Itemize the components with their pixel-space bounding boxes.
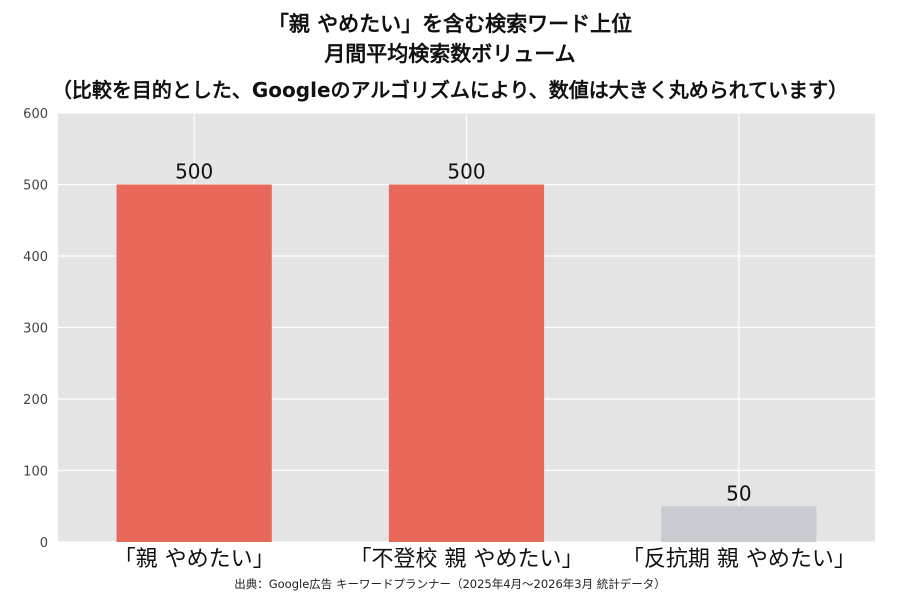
x-tick-label: 「親 やめたい」 (114, 547, 275, 572)
y-tick-label: 400 (23, 250, 48, 265)
chart-title-line2: 月間平均検索数ボリューム (324, 42, 576, 66)
chart-title-line1: 「親 やめたい」を含む検索ワード上位 (267, 12, 633, 36)
y-tick-label: 300 (23, 322, 48, 337)
y-tick-label: 100 (23, 465, 48, 480)
x-tick-label: 「不登校 親 やめたい」 (350, 547, 584, 572)
x-tick-label: 「反抗期 親 やめたい」 (622, 547, 856, 572)
y-tick-label: 500 (23, 179, 48, 194)
data-label: 500 (175, 160, 213, 184)
bar (388, 184, 545, 542)
bar (661, 506, 817, 542)
data-label: 500 (447, 160, 485, 184)
bar (116, 184, 272, 542)
y-tick-label: 0 (40, 536, 48, 551)
y-tick-label: 600 (23, 107, 48, 122)
y-tick-label: 200 (23, 393, 48, 408)
chart-subtitle: （比較を目的とした、Googleのアルゴリズムにより、数値は大きく丸められていま… (51, 78, 849, 102)
source-note: 出典：Google広告 キーワードプランナー（2025年4月～2026年3月 統… (234, 577, 666, 591)
data-label: 50 (726, 481, 751, 505)
